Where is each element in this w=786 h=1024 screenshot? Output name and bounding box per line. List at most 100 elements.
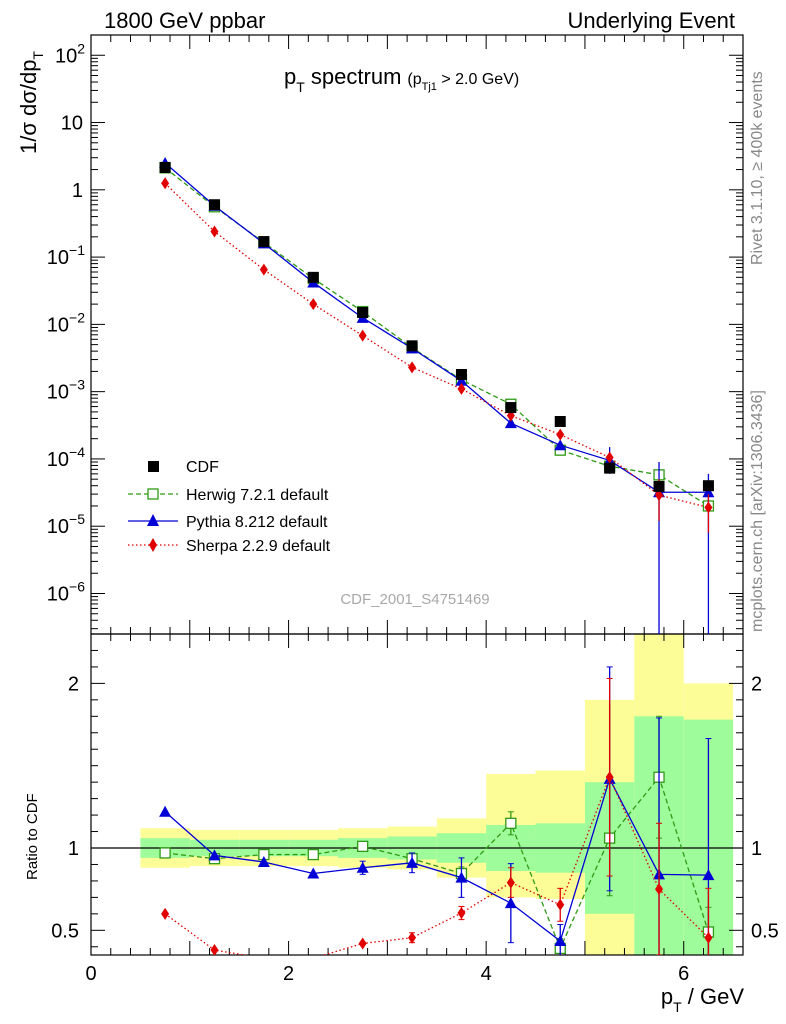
legend-pythia-marker	[147, 514, 159, 526]
legend-sherpa-marker	[149, 538, 157, 552]
ratio-series-sherpa	[161, 677, 713, 955]
ratio-point-sherpa	[506, 876, 515, 889]
ratio-point-pythia	[159, 805, 172, 817]
ratio-tick-label-left: 2	[68, 673, 79, 695]
mcplots-label: mcplots.cern.ch [arXiv:1306.3436]	[749, 390, 766, 632]
y-tick-label: 10−3	[47, 377, 85, 404]
y-tick-label: 10−4	[47, 444, 85, 471]
cdf-data-point	[406, 340, 418, 352]
x-tick-label: 6	[678, 963, 689, 985]
legend-cdf-label: CDF	[186, 459, 219, 476]
ratio-point-sherpa	[605, 771, 614, 784]
header-right: Underlying Event	[567, 8, 735, 33]
ratio-point-sherpa	[457, 907, 466, 920]
y-tick-label: 10	[61, 113, 83, 135]
main-point-sherpa	[457, 382, 466, 395]
legend-pythia-label: Pythia 8.212 default	[186, 514, 328, 531]
cdf-data-point	[604, 462, 616, 474]
ratio-point-pythia	[356, 861, 369, 873]
main-point-sherpa	[408, 361, 417, 374]
main-line-herwig	[164, 167, 709, 507]
ratio-point-pythia	[406, 856, 419, 868]
cdf-data-point	[554, 416, 566, 428]
main-point-sherpa	[556, 428, 565, 441]
ratio-point-sherpa	[161, 907, 170, 920]
rivet-label: Rivet 3.1.10, ≥ 400k events	[749, 71, 766, 265]
main-point-sherpa	[655, 489, 664, 502]
ratio-point-sherpa	[556, 898, 565, 911]
ratio-point-sherpa	[210, 944, 219, 955]
ratio-point-pythia	[257, 855, 270, 867]
x-tick-label: 4	[481, 963, 492, 985]
main-point-sherpa	[161, 177, 170, 190]
axes: 0 2 4 6 10−6 10−5 10−4 10−3 10−2 10−1 1 10 102 0.5 0.5…	[47, 34, 779, 985]
ratio-tick-label-right: 1	[751, 838, 762, 860]
ratio-point-sherpa	[704, 931, 713, 944]
ratio-point-herwig	[505, 817, 517, 829]
legend-entry-pythia: Pythia 8.212 default	[128, 514, 328, 531]
main-point-sherpa	[259, 263, 268, 276]
main-line-sherpa	[164, 182, 709, 509]
legend-entry-cdf: CDF	[148, 459, 219, 476]
ratio-point-herwig	[357, 840, 369, 853]
legend-entry-herwig: Herwig 7.2.1 default	[128, 487, 329, 504]
y-tick-label: 10−2	[47, 309, 85, 336]
main-point-pythia	[702, 486, 715, 498]
legend-sherpa-label: Sherpa 2.2.9 default	[186, 538, 331, 555]
y-axis-label-ratio: Ratio to CDF	[24, 793, 41, 880]
y-axis-label-main: 1/σ dσ/dpT	[16, 51, 46, 154]
cdf-data-point	[258, 236, 270, 248]
ratio-tick-label-left: 1	[68, 838, 79, 860]
ratio-point-sherpa	[408, 931, 417, 944]
ratio-point-pythia	[702, 869, 715, 881]
main-point-pythia	[455, 374, 468, 386]
main-line-pythia	[164, 162, 709, 493]
legend-herwig-marker	[147, 488, 159, 500]
ratio-tick-label-right: 0.5	[751, 920, 779, 942]
y-tick-label: 10−1	[47, 242, 85, 269]
chart-title: pT spectrum (pTj1 > 2.0 GeV)	[284, 64, 519, 95]
cdf-data-point	[357, 307, 369, 319]
series-sherpa	[161, 177, 713, 955]
ratio-point-sherpa	[358, 937, 367, 950]
y-tick-label: 10−6	[47, 578, 85, 605]
main-point-pythia	[504, 417, 517, 429]
ratio-point-sherpa	[655, 883, 664, 896]
header-left: 1800 GeV ppbar	[104, 8, 265, 33]
legend-herwig-label: Herwig 7.2.1 default	[186, 487, 329, 504]
main-point-sherpa	[605, 451, 614, 464]
y-tick-label: 102	[55, 40, 85, 67]
ratio-point-pythia	[208, 849, 221, 861]
ratio-point-pythia	[554, 935, 567, 947]
ratio-point-herwig	[159, 847, 171, 859]
ratio-point-pythia	[455, 871, 468, 883]
ratio-point-pythia	[504, 897, 517, 909]
ratio-tick-label-right: 2	[751, 673, 762, 695]
cdf-data-point	[159, 161, 171, 173]
cdf-data-point	[208, 199, 220, 211]
main-point-sherpa	[309, 298, 318, 311]
cdf-data-layer	[159, 161, 714, 492]
cdf-data-point	[702, 480, 714, 492]
analysis-watermark: CDF_2001_S4751469	[340, 591, 489, 608]
legend-entry-sherpa: Sherpa 2.2.9 default	[128, 538, 331, 555]
cdf-data-point	[307, 271, 319, 283]
ratio-point-pythia	[307, 867, 320, 879]
main-point-sherpa	[210, 225, 219, 238]
x-tick-label: 2	[283, 963, 294, 985]
y-tick-label: 10−5	[47, 511, 85, 538]
x-axis-label: pT / GeV	[661, 984, 744, 1015]
y-tick-label: 1	[72, 180, 83, 202]
legend: CDF Herwig 7.2.1 default Pythia 8.212 de…	[128, 459, 331, 555]
cdf-data-point	[455, 368, 467, 380]
legend-cdf-marker	[148, 461, 159, 472]
ratio-point-herwig	[307, 848, 319, 861]
ratio-tick-label-left: 0.5	[51, 920, 79, 942]
ratio-line-herwig	[165, 775, 710, 951]
x-tick-label: 0	[85, 963, 96, 985]
ratio-plot-frame	[90, 633, 744, 956]
cdf-data-point	[653, 480, 665, 492]
main-point-sherpa	[358, 329, 367, 342]
main-point-pythia	[554, 439, 567, 451]
